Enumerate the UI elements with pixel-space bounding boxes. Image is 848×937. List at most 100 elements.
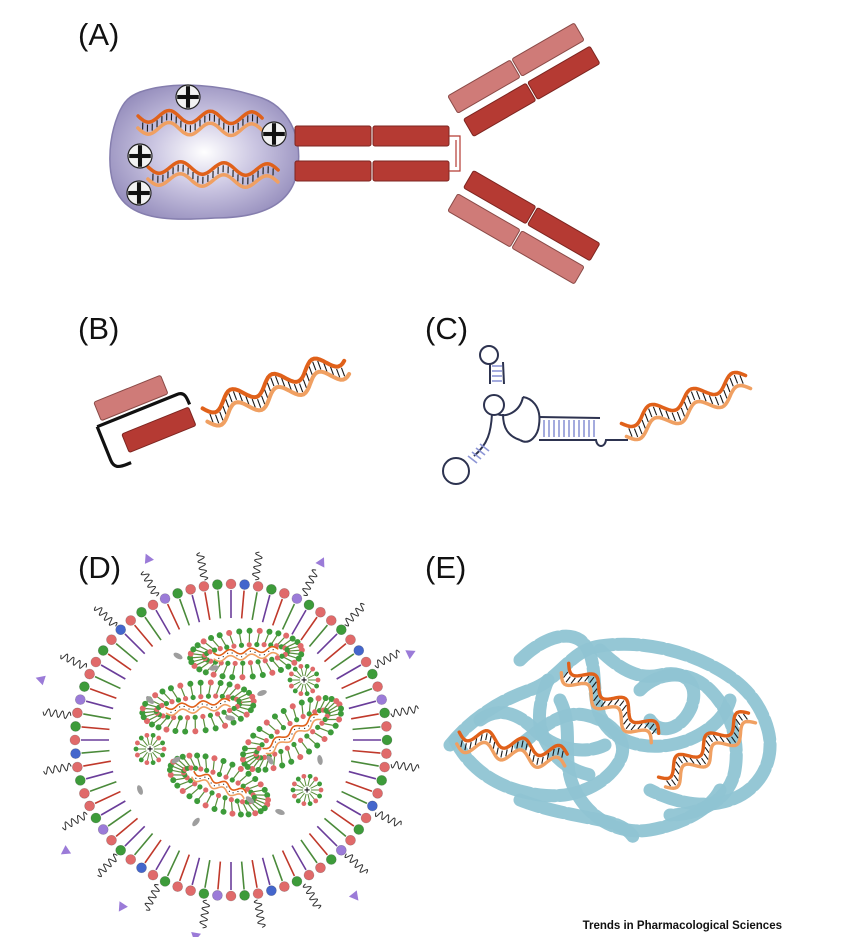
antibody xyxy=(294,23,600,284)
lipid-tail xyxy=(264,633,270,644)
lipid-head xyxy=(225,578,237,590)
lipid-head xyxy=(223,774,229,780)
lipid-head xyxy=(360,656,372,668)
lipid-tail xyxy=(191,594,201,623)
peg-chain xyxy=(251,551,263,581)
lipid-tail xyxy=(159,718,167,727)
lipid-head xyxy=(139,709,146,716)
base-pair xyxy=(674,768,680,775)
lipid-head xyxy=(228,797,234,803)
base-pair xyxy=(313,716,315,719)
lipid-head xyxy=(197,784,203,790)
base-pair xyxy=(552,748,555,756)
sense-strand xyxy=(619,370,748,429)
base-pair xyxy=(648,408,653,418)
base-pair xyxy=(592,688,598,695)
lipid-tail xyxy=(155,845,171,871)
peg-chain xyxy=(344,602,365,627)
base-pair xyxy=(215,414,220,424)
lipid-tail xyxy=(222,685,230,696)
lipid-head xyxy=(251,794,257,800)
peg-chain xyxy=(97,853,118,878)
inner-vesicle xyxy=(166,752,272,818)
base-pair xyxy=(302,379,307,389)
lipid-head xyxy=(245,770,252,777)
peg-chain xyxy=(390,760,420,772)
lipid-tail xyxy=(282,639,292,647)
lipid-head xyxy=(239,756,246,763)
lipid-head xyxy=(315,695,322,702)
lipid-tail xyxy=(254,735,265,741)
lipid-head xyxy=(261,754,268,760)
scfv-fragment xyxy=(93,375,196,469)
base-pair xyxy=(630,724,636,731)
lipid-head xyxy=(160,740,166,746)
lipid-head xyxy=(312,709,318,715)
lipid-tail xyxy=(254,801,264,808)
lipid-head xyxy=(298,691,304,697)
base-pair xyxy=(671,412,676,422)
base-pair xyxy=(677,757,683,764)
base-pair xyxy=(303,727,306,730)
lipid-head xyxy=(72,761,83,773)
inner-lipid-cores xyxy=(139,627,345,818)
lipid-head xyxy=(301,773,307,779)
lipid-head xyxy=(310,729,316,735)
lipid-head xyxy=(221,709,227,715)
lipid-tail xyxy=(298,792,305,801)
lipid-tail xyxy=(275,717,283,727)
lipid-head xyxy=(231,705,237,712)
plus-charge-icon xyxy=(261,121,287,147)
cholesterol-molecule xyxy=(146,696,154,704)
base-pair xyxy=(308,366,313,375)
lipid-head xyxy=(215,792,222,799)
lipid-head xyxy=(236,628,243,635)
lipid-head xyxy=(236,698,242,704)
lipid-head xyxy=(262,658,268,664)
lipid-head xyxy=(187,778,194,784)
base-pair xyxy=(270,377,275,387)
lipid-tail xyxy=(235,708,246,715)
lipid-head xyxy=(156,735,162,741)
ligand-triangle-icon xyxy=(405,650,416,660)
base-pair xyxy=(623,718,629,725)
lipid-head xyxy=(172,727,179,734)
lipid-head xyxy=(159,702,165,709)
lipid-tail xyxy=(208,684,212,695)
lipid-tail xyxy=(144,711,155,714)
base-pair xyxy=(228,393,233,403)
lipid-head xyxy=(319,720,325,726)
lipid-tail xyxy=(148,715,158,721)
lipid-tail xyxy=(287,654,297,659)
inner-vesicle xyxy=(187,627,305,681)
base-pair xyxy=(742,713,748,720)
lipid-head xyxy=(220,808,227,815)
lipid-tail xyxy=(273,756,276,767)
lipid-head xyxy=(379,761,390,773)
base-pair xyxy=(701,757,707,765)
base-pair xyxy=(600,700,606,708)
lipid-head xyxy=(238,642,245,648)
lipid-tail xyxy=(205,794,212,804)
lipid-tail xyxy=(100,800,126,816)
antisense-strand xyxy=(559,671,653,745)
lipid-head xyxy=(220,758,227,765)
base-pair xyxy=(479,443,490,452)
lipid-head xyxy=(292,688,298,694)
lipid-tail xyxy=(144,839,162,864)
lipid-head xyxy=(252,810,259,817)
base-pair xyxy=(651,728,657,735)
base-pair xyxy=(680,407,686,417)
figure-credit: Trends in Pharmacological Sciences xyxy=(583,920,782,932)
lipid-tail xyxy=(183,757,191,767)
lipid-head xyxy=(72,707,83,719)
lipid-tail xyxy=(352,749,381,754)
base-pair xyxy=(281,377,286,387)
lipid-head xyxy=(262,766,269,773)
base-pair xyxy=(593,695,599,702)
lipid-head xyxy=(240,660,246,666)
lipid-head xyxy=(372,681,383,692)
lipid-tail xyxy=(292,681,301,687)
lipid-tail xyxy=(323,817,347,838)
lipid-tail xyxy=(292,673,301,679)
